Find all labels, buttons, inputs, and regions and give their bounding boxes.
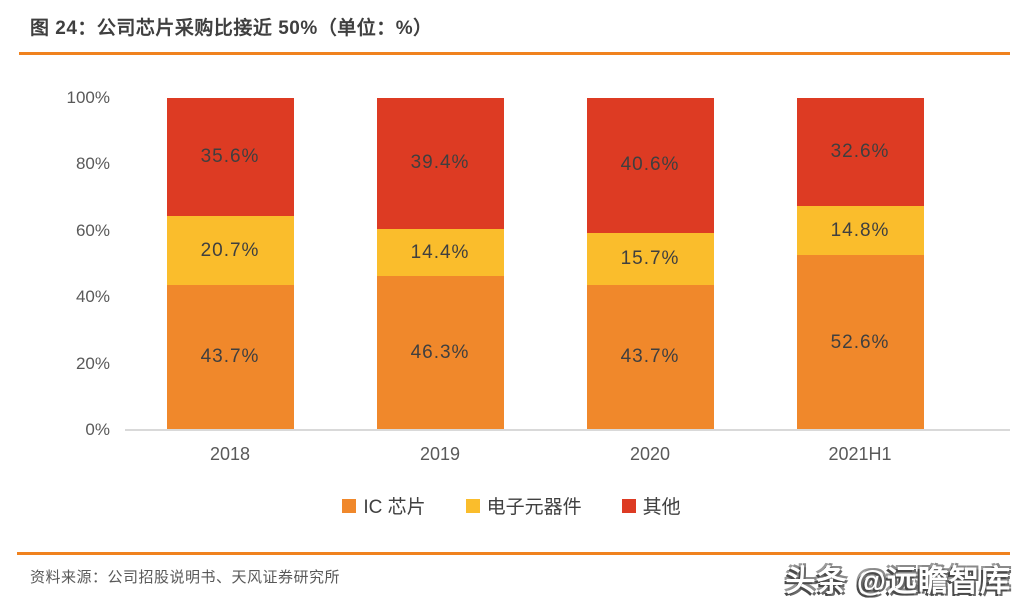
category-slot-2020: 43.7% 15.7% 40.6% 2020 (545, 98, 755, 464)
bar-segment-其他: 40.6% (586, 98, 714, 233)
stacked-bar-2020: 43.7% 15.7% 40.6% (586, 98, 714, 430)
bar-segment-其他: 32.6% (796, 98, 924, 207)
title-divider-rule (19, 52, 1010, 55)
bar-segment-IC 芯片: 52.6% (796, 255, 924, 430)
data-label: 46.3% (410, 342, 470, 364)
legend-swatch-icon (465, 498, 480, 513)
bar-segment-电子元器件: 20.7% (166, 216, 294, 285)
x-axis-label: 2019 (419, 444, 461, 464)
stacked-bar-2019: 46.3% 14.4% 39.4% (376, 98, 504, 430)
y-axis: 0% 20% 40% 60% 80% 100% (30, 88, 110, 439)
legend-item-其他: 其他 (621, 492, 681, 519)
bar-slots: 43.7% 20.7% 35.6% 2018 46.3% 14.4% 39.4% 2019 43… (125, 98, 965, 464)
data-label: 52.6% (830, 331, 890, 353)
footer-divider-rule (17, 552, 1010, 555)
chart-title: 图 24：公司芯片采购比接近 50%（单位：%） (30, 18, 433, 39)
stacked-bar-2018: 43.7% 20.7% 35.6% (166, 98, 294, 430)
plot-area: 43.7% 20.7% 35.6% 2018 46.3% 14.4% 39.4% 2019 43… (125, 98, 1010, 464)
bar-segment-其他: 35.6% (166, 98, 294, 217)
category-slot-2019: 46.3% 14.4% 39.4% 2019 (335, 98, 545, 464)
data-label: 20.7% (200, 239, 260, 261)
legend-label: 其他 (642, 497, 681, 518)
y-tick-label: 40% (75, 287, 110, 307)
chart-legend: IC 芯片 电子元器件 其他 (0, 492, 1023, 519)
y-tick-label: 80% (75, 154, 110, 174)
x-axis-line (125, 429, 1010, 431)
category-slot-2021H1: 52.6% 14.8% 32.6% 2021H1 (755, 98, 965, 464)
data-label: 35.6% (200, 146, 260, 168)
data-label: 40.6% (620, 154, 680, 176)
data-label: 39.4% (410, 152, 470, 174)
category-slot-2018: 43.7% 20.7% 35.6% 2018 (125, 98, 335, 464)
x-axis-label: 2021H1 (828, 444, 892, 464)
watermark-toutiao-yuanzhan: 头条 @远瞻智库 (785, 565, 1011, 598)
bar-segment-IC 芯片: 46.3% (376, 276, 504, 430)
legend-label: 电子元器件 (486, 497, 582, 518)
data-label: 14.8% (830, 219, 890, 241)
bar-segment-IC 芯片: 43.7% (586, 284, 714, 430)
bar-segment-其他: 39.4% (376, 98, 504, 229)
x-axis-label: 2020 (629, 444, 671, 464)
stacked-bar-2021H1: 52.6% 14.8% 32.6% (796, 98, 924, 430)
data-label: 43.7% (620, 346, 680, 368)
x-axis-label: 2018 (209, 444, 251, 464)
legend-label: IC 芯片 (363, 497, 426, 518)
data-label: 14.4% (410, 241, 470, 263)
data-label: 43.7% (200, 346, 260, 368)
y-tick-label: 20% (75, 353, 110, 373)
y-tick-label: 0% (85, 420, 110, 439)
bar-segment-电子元器件: 15.7% (586, 232, 714, 285)
y-tick-label: 60% (75, 220, 110, 240)
data-label: 32.6% (830, 141, 890, 163)
source-note: 资料来源：公司招股说明书、天风证券研究所 (30, 569, 341, 586)
bar-segment-IC 芯片: 43.7% (166, 284, 294, 430)
data-label: 15.7% (620, 247, 680, 269)
legend-swatch-icon (621, 498, 636, 513)
bar-segment-电子元器件: 14.4% (376, 228, 504, 277)
bar-segment-电子元器件: 14.8% (796, 206, 924, 256)
legend-swatch-icon (342, 498, 357, 513)
legend-item-IC 芯片: IC 芯片 (342, 492, 426, 519)
y-tick-label: 100% (66, 88, 110, 107)
legend-item-电子元器件: 电子元器件 (465, 492, 582, 519)
